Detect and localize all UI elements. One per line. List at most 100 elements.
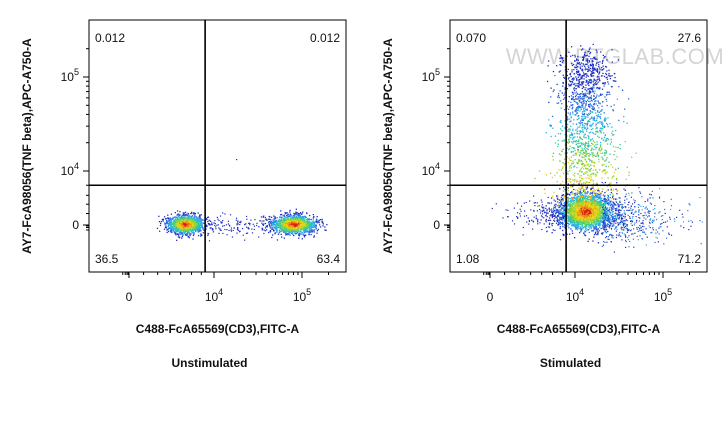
- event-dot: [599, 201, 602, 203]
- event-dot: [289, 213, 292, 215]
- event-dot: [281, 228, 283, 231]
- event-dot: [295, 211, 297, 213]
- event-dot: [272, 224, 274, 226]
- event-dot: [212, 231, 215, 233]
- event-dot: [188, 229, 190, 231]
- event-dot: [280, 214, 282, 216]
- event-dot: [284, 228, 286, 230]
- event-dot: [293, 220, 295, 222]
- event-dot: [583, 200, 585, 203]
- event-dot: [215, 228, 217, 230]
- event-dot: [179, 211, 181, 213]
- event-dot: [175, 228, 177, 230]
- event-dot: [308, 220, 310, 223]
- event-dot: [199, 216, 201, 218]
- event-dot: [298, 226, 300, 228]
- event-dot: [292, 216, 294, 218]
- event-dot: [253, 225, 256, 227]
- event-dot: [597, 213, 599, 215]
- event-dot: [592, 229, 595, 232]
- event-dot: [587, 229, 589, 231]
- event-dot: [261, 228, 264, 230]
- event-dot: [593, 196, 595, 198]
- event-dot: [597, 193, 599, 196]
- event-dot: [597, 196, 599, 198]
- event-dot: [296, 217, 298, 219]
- event-dot: [606, 223, 609, 225]
- event-dot: [612, 206, 614, 208]
- event-dot: [297, 222, 299, 224]
- event-dot: [177, 220, 179, 222]
- event-dot: [177, 224, 179, 227]
- event-dot: [183, 224, 185, 226]
- event-dot: [307, 222, 309, 225]
- event-dot: [590, 226, 592, 228]
- event-dot: [186, 221, 188, 223]
- event-dot: [558, 214, 560, 216]
- event-dot: [307, 227, 309, 230]
- event-dot: [189, 233, 191, 235]
- event-dot: [598, 206, 601, 208]
- event-dot: [279, 220, 282, 222]
- event-dot: [575, 208, 577, 210]
- event-dot: [281, 213, 283, 216]
- event-dot: [289, 229, 292, 231]
- quadrant-top-left-percent: 0.012: [95, 31, 125, 45]
- event-dot: [197, 220, 199, 223]
- event-dot: [306, 225, 308, 227]
- event-dot: [174, 212, 176, 214]
- event-dot: [592, 202, 595, 204]
- event-dot: [276, 227, 278, 229]
- event-dot: [186, 232, 189, 234]
- event-dot: [596, 183, 598, 185]
- event-dot: [290, 221, 292, 223]
- event-dot: [251, 228, 253, 230]
- event-dot: [569, 206, 572, 208]
- event-dot: [199, 228, 201, 230]
- event-dot: [573, 210, 576, 212]
- event-dot: [593, 236, 595, 238]
- event-dot: [586, 198, 588, 200]
- event-dot: [595, 216, 598, 218]
- event-dot: [606, 207, 608, 209]
- event-dot: [584, 234, 587, 237]
- event-dot: [279, 231, 281, 233]
- event-dot: [290, 225, 292, 228]
- event-dot: [262, 215, 264, 218]
- event-dot: [576, 204, 578, 206]
- event-dot: [205, 217, 208, 220]
- event-dot: [298, 225, 300, 227]
- event-dot: [236, 159, 238, 161]
- event-dot: [219, 228, 221, 230]
- event-dot: [293, 234, 295, 237]
- event-dot: [196, 219, 198, 221]
- event-dot: [166, 221, 168, 223]
- event-dot: [301, 223, 303, 225]
- event-dot: [188, 215, 191, 217]
- event-dot: [190, 225, 193, 228]
- event-dot: [580, 189, 582, 191]
- event-dot: [580, 200, 583, 202]
- event-dot: [573, 224, 575, 226]
- event-dot: [274, 217, 277, 219]
- event-dot: [599, 205, 601, 208]
- event-dot: [175, 234, 177, 236]
- event-dot: [586, 216, 589, 218]
- event-dot: [242, 234, 244, 236]
- event-dot: [313, 236, 315, 238]
- event-dot: [585, 226, 587, 228]
- event-dot: [189, 223, 191, 225]
- event-dot: [305, 216, 307, 219]
- event-dot: [287, 233, 289, 235]
- event-dot: [284, 212, 286, 214]
- event-dot: [582, 203, 584, 205]
- event-dot: [581, 218, 583, 220]
- event-dot: [597, 231, 599, 233]
- event-dot: [304, 227, 306, 229]
- event-dot: [186, 229, 188, 232]
- event-dot: [187, 212, 189, 215]
- event-dot: [187, 215, 189, 217]
- event-dot: [604, 216, 606, 218]
- event-dot: [295, 217, 297, 219]
- event-dot: [602, 206, 605, 209]
